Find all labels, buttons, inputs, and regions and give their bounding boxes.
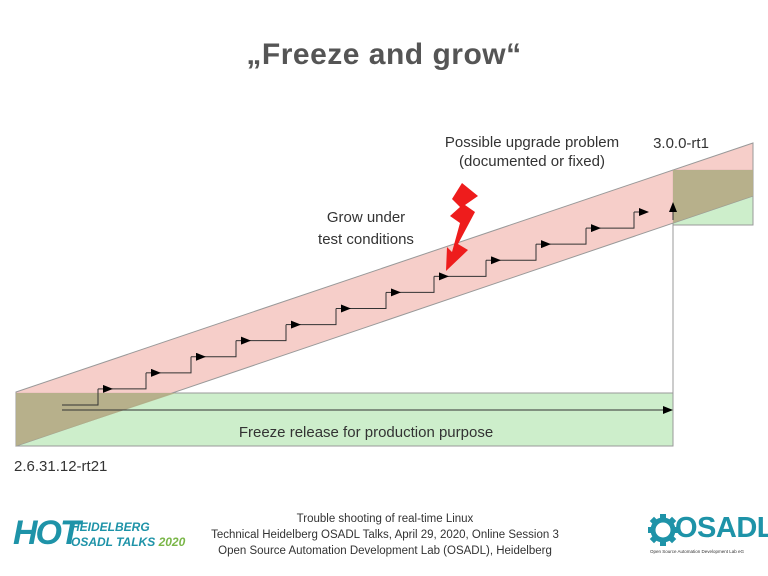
footer-text: Trouble shooting of real-time Linux Tech… xyxy=(190,511,580,559)
overlap-end-region xyxy=(673,170,753,223)
footer-line-3: Open Source Automation Development Lab (… xyxy=(218,545,552,557)
upgrade-note-line2: (documented or fixed) xyxy=(459,153,605,170)
osadl-logo: OSADL Open Source Automation Development… xyxy=(648,510,768,560)
osadl-logo-subtitle: Open Source Automation Development Lab e… xyxy=(650,549,745,554)
hot-logo-mark: HOT xyxy=(13,514,81,552)
osadl-logo-text: OSADL xyxy=(675,512,768,544)
end-version-label: 3.0.0-rt1 xyxy=(653,135,709,152)
lightning-icon xyxy=(446,183,478,271)
grow-label-line2: test conditions xyxy=(318,231,414,248)
hot-logo-year: 2020 xyxy=(158,535,186,549)
footer-line-2: Technical Heidelberg OSADL Talks, April … xyxy=(211,529,559,541)
freeze-label: Freeze release for production purpose xyxy=(239,424,493,441)
start-version-label: 2.6.31.12-rt21 xyxy=(14,458,107,475)
gear-icon xyxy=(648,514,678,546)
footer-line-1: Trouble shooting of real-time Linux xyxy=(296,513,474,525)
upgrade-note-line1: Possible upgrade problem xyxy=(445,134,619,151)
hot-logo-line1: HEIDELBERG xyxy=(71,520,150,534)
hot-logo: HOT HEIDELBERG OSADL TALKS 2020 xyxy=(13,514,185,552)
slide-title: „Freeze and grow“ xyxy=(246,38,522,71)
grow-label-line1: Grow under xyxy=(327,209,405,226)
hot-logo-talks: OSADL TALKS xyxy=(71,535,156,549)
grow-steps xyxy=(62,202,677,405)
overlap-start-region xyxy=(16,393,176,446)
hot-logo-line2: OSADL TALKS 2020 xyxy=(71,535,185,549)
